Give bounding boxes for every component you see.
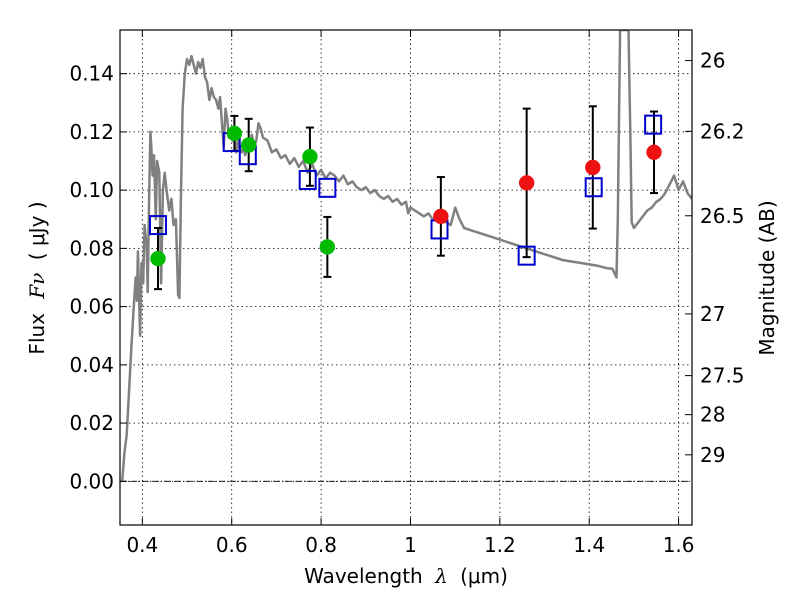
- observed-flux-point: [433, 208, 449, 225]
- axis-ticks: 0.4 0.6 0.8 1 1.2 1.4 1.6 0.00 0.02 0.04 0.06 0.08 0…: [69, 30, 745, 557]
- observed-flux-point: [150, 250, 166, 267]
- observed-flux-point: [585, 159, 601, 176]
- x-axis-title: Wavelength λ (μm): [304, 564, 508, 588]
- right-tick-label: 29: [700, 443, 725, 467]
- right-tick-label: 27.5: [700, 364, 745, 388]
- y-tick-label: 0.02: [69, 411, 114, 435]
- observed-flux-point: [646, 144, 662, 161]
- plot-frame: [119, 29, 693, 526]
- y-tick-label: 0.04: [69, 353, 114, 377]
- x-tick-label: 0.8: [305, 533, 337, 557]
- right-tick-label: 26: [700, 49, 725, 73]
- y-tick-label: 0.10: [69, 178, 114, 202]
- model-square-point: [644, 114, 663, 135]
- model-square-point: [298, 169, 317, 190]
- right-axis-title: Magnitude (AB): [755, 200, 779, 355]
- observed-flux-point: [319, 239, 336, 255]
- observed-flux-point: [302, 148, 318, 165]
- x-tick-label: 1.2: [484, 533, 516, 557]
- right-tick-label: 26.2: [700, 119, 745, 143]
- grid: [120, 30, 692, 525]
- model-spectrum: [120, 30, 692, 482]
- y-tick-label: 0.14: [69, 62, 114, 86]
- model-square-point: [318, 177, 337, 198]
- y-tick-label: 0.08: [69, 236, 114, 260]
- y-tick-label: 0.12: [69, 120, 114, 144]
- observed-flux-point: [240, 137, 257, 153]
- x-tick-label: 0.6: [216, 533, 248, 557]
- data-points: [148, 114, 663, 267]
- y-tick-label: 0.06: [69, 295, 114, 319]
- right-tick-label: 28: [700, 403, 725, 427]
- observed-flux-point: [226, 125, 243, 142]
- x-tick-label: 1.4: [573, 533, 605, 557]
- x-tick-label: 1: [404, 533, 417, 557]
- model-spectrum-line: [120, 30, 692, 482]
- observed-flux-point: [518, 175, 535, 191]
- model-square-point: [584, 177, 603, 198]
- x-tick-label: 1.6: [663, 533, 695, 557]
- y-axis-title: Flux Fν ( μJy ): [25, 201, 49, 354]
- x-tick-label: 0.4: [126, 533, 158, 557]
- y-tick-label: 0.00: [69, 469, 114, 493]
- model-square-point: [148, 215, 167, 236]
- plot-background: [120, 30, 692, 525]
- right-tick-label: 27: [700, 302, 725, 326]
- model-square-point: [517, 245, 536, 266]
- right-tick-label: 26.5: [700, 204, 745, 228]
